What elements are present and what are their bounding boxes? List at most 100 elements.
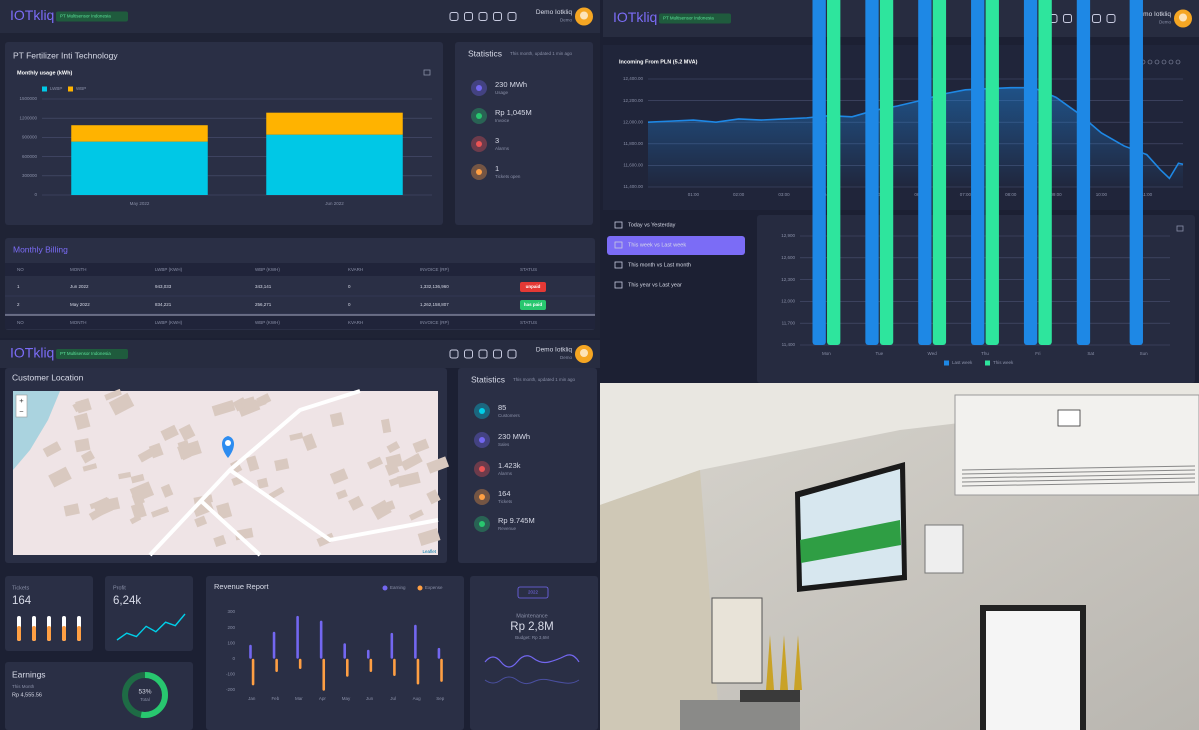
legend-label: LWBP (50, 86, 62, 91)
photo-noticeboard (711, 597, 763, 684)
stat-value: 230 MWh (498, 432, 530, 441)
legend-label: Last week (952, 360, 973, 365)
menu-item[interactable]: This year vs Last year (628, 282, 682, 288)
statistics-subtitle: This month, updated 1 min ago (513, 377, 576, 382)
photo-ac-vent (961, 473, 1196, 479)
legend-label: Earning (390, 585, 406, 590)
header-icon[interactable] (507, 12, 517, 21)
header-icon[interactable] (1092, 14, 1101, 23)
column-header: NO (17, 267, 24, 272)
zoom-control[interactable] (15, 394, 28, 418)
toolbar-icon[interactable] (1175, 59, 1181, 65)
bar (369, 658, 373, 673)
year-button[interactable] (517, 586, 549, 599)
revenue-panel (206, 576, 464, 730)
toolbar-icon[interactable] (1154, 59, 1160, 65)
header-icon[interactable] (1063, 14, 1072, 23)
map-building (426, 456, 450, 474)
column-header: LWBP (KWH) (155, 267, 183, 272)
map-building (130, 473, 145, 484)
table-cell: 834,221 (155, 302, 172, 307)
map-building (289, 432, 304, 441)
column-footer: LWBP (KWH) (155, 320, 183, 325)
menu-item[interactable]: This month vs Last month (628, 262, 691, 268)
earnings-period: This Month (12, 684, 35, 689)
wave-line (484, 676, 580, 685)
menu-item[interactable]: This week vs Last week (628, 242, 686, 248)
header-icon[interactable] (464, 12, 473, 21)
statistics-title: Statistics (471, 374, 505, 384)
map-marker (222, 436, 234, 458)
bar (319, 620, 323, 659)
chart-menu[interactable] (1176, 225, 1184, 232)
table-cell: 943,033 (155, 284, 172, 289)
photo-label (1057, 409, 1081, 427)
toolbar-icon[interactable] (1168, 59, 1174, 65)
map-building (130, 502, 147, 520)
bar (932, 0, 947, 345)
y-tick-label: 12,600 (781, 255, 795, 260)
stat-icon-dot (479, 408, 485, 414)
x-tick-label: Jul (390, 696, 396, 701)
wave-line (484, 654, 580, 668)
header-icon[interactable] (449, 12, 459, 21)
header-icon[interactable] (493, 12, 502, 21)
x-tick-label: Aug (413, 696, 422, 701)
map-building (82, 463, 98, 472)
bar (366, 649, 370, 659)
photo-ac-vent (961, 477, 1196, 483)
x-tick-label: Sep (436, 696, 445, 701)
header-icon[interactable] (507, 349, 517, 359)
menu-icon (614, 221, 623, 229)
photo-trophy (794, 635, 802, 690)
legend-swatch (417, 585, 423, 591)
bar (251, 658, 255, 686)
header-icon[interactable] (464, 349, 473, 359)
header-icon[interactable] (493, 349, 502, 359)
column-header: WBP (KWH) (255, 267, 280, 272)
chart-menu[interactable] (423, 69, 431, 76)
zoom-out[interactable]: − (19, 407, 24, 416)
header-icon[interactable] (449, 349, 459, 359)
y-tick-label: 300000 (22, 173, 38, 178)
mini-bar-fill (17, 626, 21, 641)
map-building (329, 412, 345, 428)
stat-icon-dot (476, 169, 482, 175)
map-building (148, 442, 164, 459)
header-icon[interactable] (1106, 14, 1116, 23)
table-cell: Jun 2022 (70, 284, 89, 289)
stat-icon-dot (476, 85, 482, 91)
photo-ac-vent (961, 469, 1196, 475)
chart-title: Revenue Report (214, 582, 270, 591)
map-building (335, 489, 348, 500)
x-tick-label: Jun (366, 696, 374, 701)
y-tick-label: 1200000 (19, 115, 37, 120)
stat-icon-dot (479, 466, 485, 472)
stat-icon-dot (479, 437, 485, 443)
mini-bar-fill (77, 626, 81, 641)
statistics-subtitle: This month, updated 1 min ago (510, 51, 573, 56)
y-tick-label: 100 (227, 640, 235, 645)
header-icon[interactable] (478, 12, 488, 21)
company-name: PT Multisensor Indonesia (60, 351, 111, 356)
zoom-in[interactable]: + (19, 396, 24, 405)
toolbar-icon[interactable] (1161, 59, 1167, 65)
y-tick-label: 12,000.00 (623, 119, 644, 124)
toolbar-icon[interactable] (1147, 59, 1153, 65)
menu-item[interactable]: Today vs Yesterday (628, 222, 676, 228)
photo-side-wall (600, 470, 720, 730)
bar (1076, 0, 1091, 345)
chart-title: Monthly usage (kWh) (17, 70, 72, 76)
table-header-row (5, 263, 595, 276)
bar (827, 0, 841, 345)
table-footer-row (5, 316, 595, 329)
year-label[interactable]: 2022 (528, 590, 539, 595)
photo-whiteboard-surface (986, 611, 1080, 730)
table-cell: 343,141 (255, 284, 272, 289)
header-icon[interactable] (478, 349, 488, 359)
user-role: Demo (560, 18, 573, 23)
x-tick-label: Jan (248, 696, 256, 701)
bar (414, 624, 417, 659)
donut-label: 53% (138, 689, 151, 696)
menu-icon (614, 241, 623, 249)
